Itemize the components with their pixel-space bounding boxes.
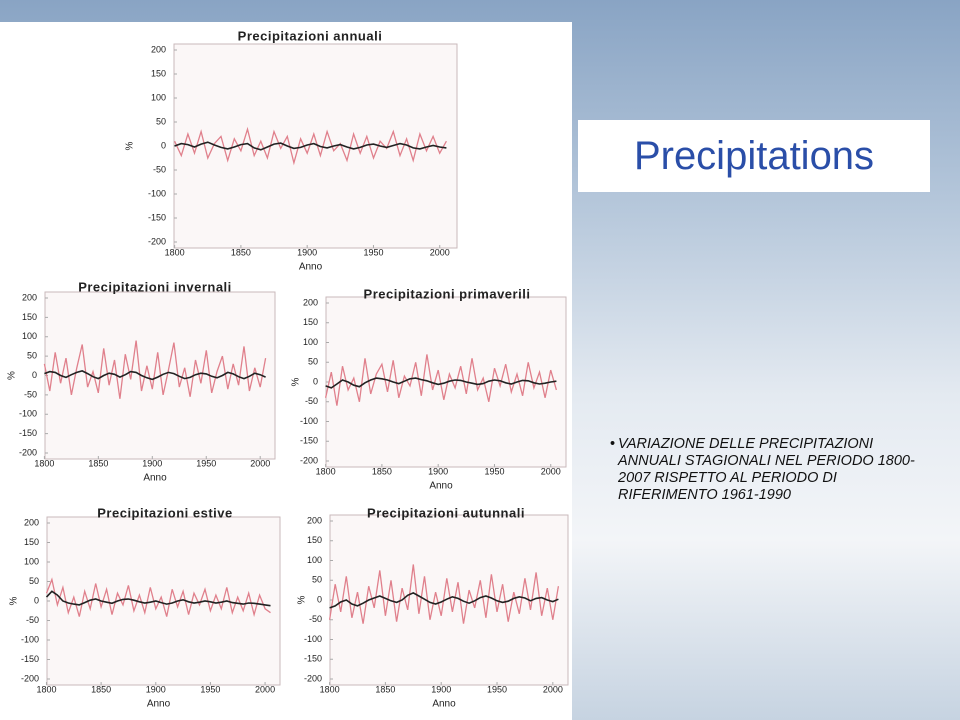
data-line	[324, 354, 558, 406]
x-tick-label: 1950	[484, 466, 504, 476]
x-tick-label: 1900	[142, 458, 162, 468]
y-tick-label: 0	[313, 376, 318, 386]
y-tick-label: -100	[300, 416, 318, 426]
y-axis-label: %	[7, 371, 18, 380]
y-tick-label: 50	[156, 116, 166, 126]
data-line	[325, 377, 557, 389]
y-tick-label: 200	[151, 44, 166, 54]
x-tick-label: 1950	[487, 684, 507, 694]
y-tick-label: 150	[22, 312, 37, 322]
y-tick-label: -100	[19, 409, 37, 419]
y-tick-label: 50	[29, 576, 39, 586]
x-tick-label: 1800	[36, 684, 56, 694]
data-line	[329, 592, 559, 609]
data-line	[45, 577, 271, 618]
slide-title: Precipitations	[578, 120, 930, 192]
x-tick-label: 2000	[430, 247, 450, 257]
y-tick-label: 50	[27, 351, 37, 361]
plot-frame	[46, 516, 281, 686]
y-tick-label: 100	[151, 92, 166, 102]
y-tick-label: 0	[32, 370, 37, 380]
x-tick-label: 2000	[541, 466, 561, 476]
y-tick-label: -150	[21, 654, 39, 664]
x-tick-label: 1850	[372, 466, 392, 476]
x-axis-label: Anno	[299, 262, 323, 273]
y-tick-label: 50	[312, 575, 322, 585]
y-tick-label: 0	[34, 595, 39, 605]
data-line	[45, 590, 271, 607]
data-line	[328, 564, 560, 624]
x-tick-label: 1800	[316, 466, 336, 476]
charts: Precipitazioni annuali -200 -150 -100 -50 0 50…	[7, 28, 569, 710]
y-tick-label: 100	[22, 331, 37, 341]
x-tick-label: 1950	[196, 458, 216, 468]
data-line	[44, 370, 266, 381]
y-tick-label: 150	[151, 68, 166, 78]
x-tick-label: 2000	[250, 458, 270, 468]
y-tick-label: -150	[300, 436, 318, 446]
x-tick-label: 1950	[200, 684, 220, 694]
y-tick-label: 200	[303, 297, 318, 307]
x-axis-label: Anno	[429, 481, 453, 492]
y-tick-label: 200	[307, 515, 322, 525]
x-tick-label: 1800	[320, 684, 340, 694]
x-tick-label: 1850	[88, 458, 108, 468]
y-axis-label: %	[125, 141, 136, 150]
y-tick-label: -150	[19, 428, 37, 438]
y-tick-label: -200	[304, 673, 322, 683]
y-tick-label: 150	[24, 537, 39, 547]
x-tick-label: 1900	[297, 247, 317, 257]
y-axis-label: %	[291, 377, 302, 386]
y-tick-label: -50	[24, 389, 37, 399]
y-tick-label: -100	[148, 188, 166, 198]
x-axis-label: Anno	[143, 473, 167, 484]
x-tick-label: 2000	[255, 684, 275, 694]
y-tick-label: 0	[317, 594, 322, 604]
y-axis-label: %	[297, 595, 308, 604]
y-tick-label: -50	[305, 396, 318, 406]
y-tick-label: -50	[153, 164, 166, 174]
y-tick-label: 0	[161, 140, 166, 150]
chart-title: Precipitazioni annuali	[238, 28, 383, 43]
x-tick-label: 1900	[431, 684, 451, 694]
x-tick-label: 1850	[231, 247, 251, 257]
y-tick-label: -200	[148, 236, 166, 246]
y-tick-label: 200	[24, 517, 39, 527]
y-tick-label: 150	[307, 535, 322, 545]
x-tick-label: 1800	[34, 458, 54, 468]
x-axis-label: Anno	[147, 699, 171, 710]
x-tick-label: 1900	[428, 466, 448, 476]
y-tick-label: -100	[304, 634, 322, 644]
x-tick-label: 1850	[375, 684, 395, 694]
y-tick-label: 100	[303, 337, 318, 347]
y-tick-label: 100	[307, 555, 322, 565]
y-tick-label: -150	[304, 654, 322, 664]
chart-title: Precipitazioni estive	[97, 505, 233, 520]
y-tick-label: -50	[309, 614, 322, 624]
y-tick-label: -200	[300, 455, 318, 465]
y-tick-label: -50	[26, 615, 39, 625]
y-tick-label: 150	[303, 317, 318, 327]
y-tick-label: -150	[148, 212, 166, 222]
x-tick-label: 1850	[91, 684, 111, 694]
chart-title: Precipitazioni autunnali	[367, 505, 525, 520]
data-line	[43, 340, 267, 399]
chart-title: Precipitazioni primaverili	[364, 286, 531, 301]
y-tick-label: -200	[19, 447, 37, 457]
y-tick-label: 50	[308, 357, 318, 367]
data-line	[174, 141, 447, 151]
y-tick-label: 200	[22, 292, 37, 302]
x-axis-label: Anno	[432, 699, 456, 710]
bullet-text: VARIAZIONE DELLE PRECIPITAZIONI ANNUALI …	[610, 436, 918, 504]
x-tick-label: 1950	[363, 247, 383, 257]
x-tick-label: 1900	[146, 684, 166, 694]
y-tick-label: 100	[24, 556, 39, 566]
x-tick-label: 1800	[165, 247, 185, 257]
y-axis-label: %	[9, 596, 20, 605]
chart-title: Precipitazioni invernali	[78, 279, 232, 294]
y-tick-label: -100	[21, 634, 39, 644]
y-tick-label: -200	[21, 673, 39, 683]
x-tick-label: 2000	[543, 684, 563, 694]
